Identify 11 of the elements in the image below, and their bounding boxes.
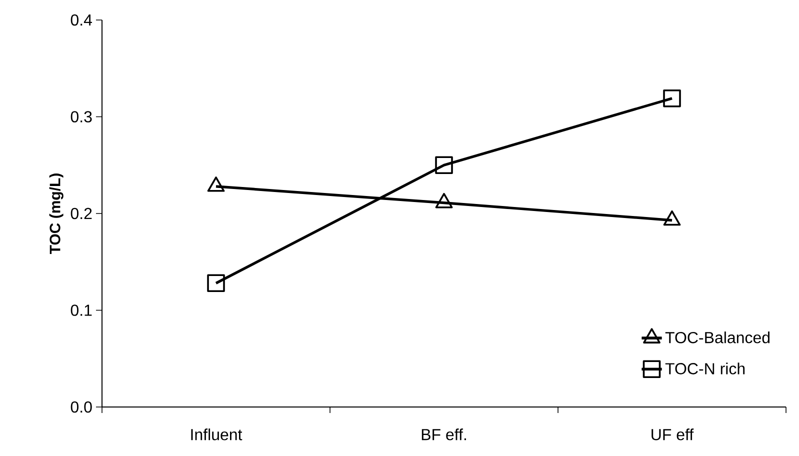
- x-tick-label: Influent: [191, 428, 242, 440]
- y-tick-label: 0.1: [70, 304, 92, 316]
- x-tick-label: UF eff: [652, 428, 694, 440]
- legend-label: TOC-N rich: [665, 362, 745, 374]
- x-tick-label: BF eff.: [422, 428, 466, 440]
- y-tick-label: 0.3: [70, 111, 92, 122]
- y-tick-label: 0.0: [70, 401, 92, 413]
- y-axis-title: TOC (mg/L): [49, 174, 64, 254]
- y-tick-label: 0.2: [70, 208, 92, 220]
- legend-label: TOC-Balanced: [665, 332, 770, 344]
- y-tick-label: 0.4: [70, 14, 92, 26]
